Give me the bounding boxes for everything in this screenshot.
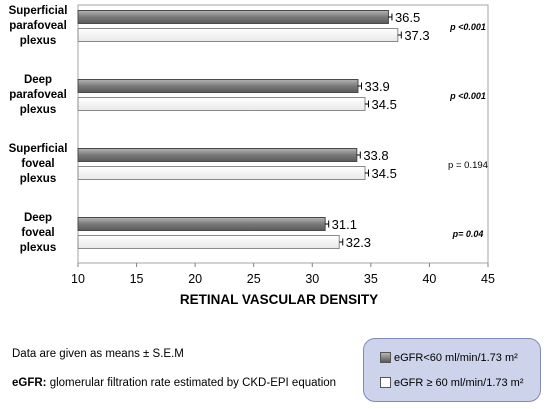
bar-egfr-above-60 [77, 166, 366, 180]
category-label: Superficial [9, 5, 68, 17]
category-label: foveal [21, 158, 54, 170]
x-tick-label: 15 [130, 272, 144, 286]
x-tick-label: 35 [364, 272, 378, 286]
legend-label-1: eGFR<60 ml/min/1.73 m² [394, 352, 518, 364]
category-label: plexus [20, 104, 56, 116]
x-tick-label: 30 [305, 272, 319, 286]
category-label: foveal [21, 227, 54, 239]
x-axis-label: RETINAL VASCULAR DENSITY [180, 292, 378, 307]
data-label: 32.3 [346, 235, 371, 250]
footnote-egfr-term: eGFR: [12, 377, 47, 389]
data-label: 33.9 [364, 79, 389, 94]
bar-egfr-above-60 [77, 235, 340, 249]
data-label: 31.1 [332, 217, 357, 232]
p-value-label: p = 0.194 [448, 160, 488, 171]
x-tick-label: 20 [188, 272, 202, 286]
footnote-means: Data are given as means ± S.E.M [12, 348, 184, 360]
data-label: 37.3 [404, 28, 429, 43]
bar-egfr-below-60 [77, 217, 326, 231]
bar-chart: 10 15 20 25 30 35 40 45 36.5 37.3 Superficial paraf… [9, 4, 495, 307]
p-value-label: p= 0.04 [452, 229, 484, 239]
legend-swatch-gray [380, 352, 391, 363]
legend: eGFR<60 ml/min/1.73 m² eGFR ≥ 60 ml/min/… [363, 338, 541, 402]
bar-egfr-above-60 [77, 97, 366, 111]
bar-egfr-below-60 [77, 148, 358, 162]
data-label: 34.5 [372, 166, 397, 181]
footnote-egfr-definition: glomerular filtration rate estimated by … [46, 377, 337, 389]
bar-egfr-above-60 [77, 28, 399, 42]
data-label: 33.8 [363, 148, 388, 163]
x-tick-label: 40 [422, 272, 436, 286]
category-label: plexus [20, 173, 56, 185]
x-tick-label: 10 [71, 272, 85, 286]
legend-label-2: eGFR ≥ 60 ml/min/1.73 m² [394, 377, 524, 389]
category-label: parafoveal [9, 89, 67, 101]
data-label: 34.5 [372, 97, 397, 112]
p-value-label: p <0.001 [449, 22, 486, 32]
p-value-label: p <0.001 [449, 91, 486, 101]
data-label: 36.5 [395, 10, 420, 25]
x-tick-label: 25 [247, 272, 261, 286]
bar-egfr-below-60 [77, 79, 359, 93]
category-label: parafoveal [9, 20, 67, 32]
footnote-egfr: eGFR: glomerular filtration rate estimat… [12, 377, 336, 389]
category-label: plexus [20, 35, 56, 47]
legend-swatch-white [380, 377, 391, 388]
category-label: Superficial [9, 143, 68, 155]
category-label: Deep [24, 212, 52, 224]
category-label: Deep [24, 74, 52, 86]
category-label: plexus [20, 242, 56, 254]
bar-egfr-below-60 [77, 10, 389, 24]
x-tick-label: 45 [481, 272, 495, 286]
legend-item-egfr-below-60: eGFR<60 ml/min/1.73 m² [380, 352, 518, 364]
legend-item-egfr-above-60: eGFR ≥ 60 ml/min/1.73 m² [380, 377, 524, 389]
plot-area-frame [77, 4, 489, 264]
